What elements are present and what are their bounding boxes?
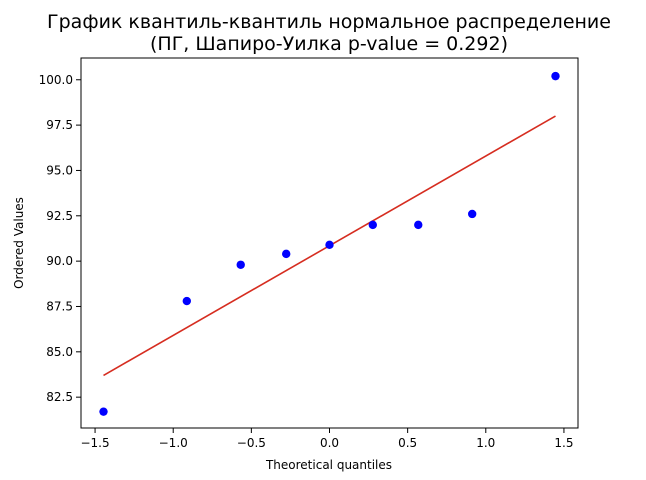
data-point	[414, 220, 423, 230]
chart-title-line-2: (ПГ, Шапиро-Уилка p-value = 0.292)	[150, 33, 508, 55]
data-point	[368, 220, 377, 230]
data-point	[551, 71, 560, 81]
data-point	[99, 407, 108, 416]
data-point	[467, 209, 477, 219]
y-tick-label: 82.5	[46, 390, 73, 404]
y-tick-label: 92.5	[46, 209, 73, 223]
points-layer	[99, 71, 560, 416]
y-axis-ticks: 82.5 85.0 87.5 90.0 92.5 95.0 97.5 100.0	[39, 73, 81, 404]
x-tick-label: −1.5	[80, 436, 109, 450]
data-point	[282, 249, 291, 259]
y-tick-label: 85.0	[46, 345, 73, 359]
x-tick-label: 1.5	[554, 436, 573, 450]
x-axis-label: Theoretical quantiles	[265, 458, 392, 472]
data-point	[236, 260, 245, 269]
y-tick-label: 90.0	[46, 254, 73, 268]
x-axis-ticks: −1.5 −1.0 −0.5 0.0 0.5 1.0 1.5	[80, 428, 573, 450]
x-tick-label: 1.0	[476, 436, 495, 450]
data-point	[325, 240, 334, 250]
y-tick-label: 100.0	[39, 73, 73, 87]
chart-title-line-1: График квантиль-квантиль нормальное расп…	[47, 11, 611, 33]
x-tick-label: 0.0	[320, 436, 339, 450]
y-tick-label: 95.0	[46, 163, 73, 177]
y-tick-label: 87.5	[46, 299, 73, 313]
y-tick-label: 97.5	[46, 118, 73, 132]
data-point	[182, 296, 192, 306]
x-tick-label: −0.5	[237, 436, 266, 450]
x-tick-label: −1.0	[159, 436, 188, 450]
x-tick-label: 0.5	[398, 436, 417, 450]
y-axis-label: Ordered Values	[12, 197, 26, 289]
